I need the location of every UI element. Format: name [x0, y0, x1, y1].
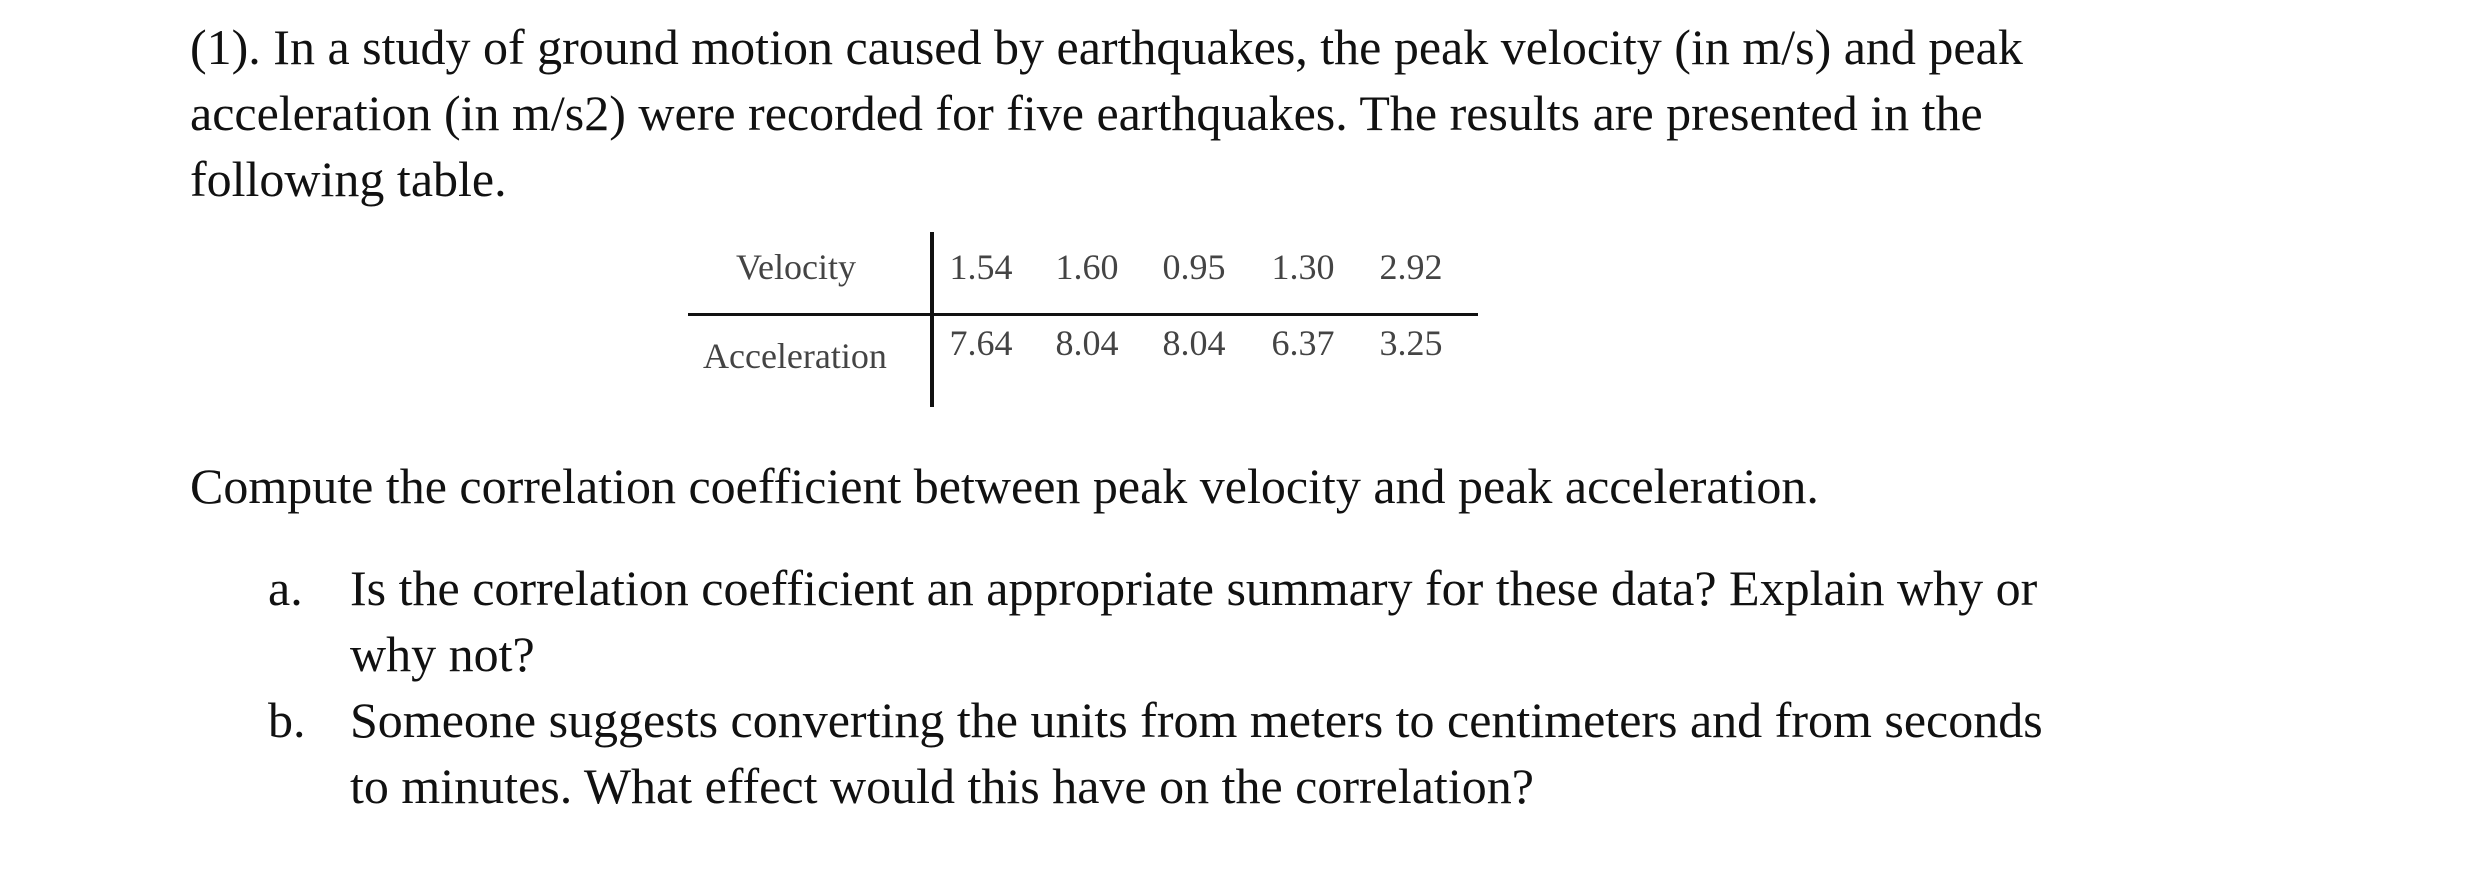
- table-cell: 1.30: [1271, 247, 1335, 287]
- row-label-acceleration: Acceleration: [703, 336, 887, 376]
- table-cell: 8.04: [1162, 323, 1226, 363]
- table-cell: 8.04: [1055, 323, 1119, 363]
- table-cell: 2.92: [1379, 247, 1443, 287]
- part-marker: a.: [268, 560, 303, 616]
- earthquake-data-table: Velocity 1.54 1.60 0.95 1.30 2.92 Accele…: [688, 232, 1478, 407]
- list-item: a. Is the correlation coefficient an app…: [268, 555, 2268, 687]
- part-line: why not?: [350, 626, 535, 682]
- table-cell: 3.25: [1379, 323, 1443, 363]
- intro-line: following table.: [190, 151, 507, 207]
- table-cell: 1.54: [949, 247, 1013, 287]
- intro-line: acceleration (in m/s2) were recorded for…: [190, 85, 1983, 141]
- table-cell: 7.64: [949, 323, 1013, 363]
- main-question: Compute the correlation coefficient betw…: [190, 458, 1819, 514]
- table-cell: 1.60: [1055, 247, 1119, 287]
- part-marker: b.: [268, 692, 306, 748]
- table-cell: 6.37: [1271, 323, 1335, 363]
- table-cell: 0.95: [1162, 247, 1226, 287]
- list-item: b. Someone suggests converting the units…: [268, 687, 2268, 819]
- row-label-velocity: Velocity: [736, 247, 856, 287]
- problem-intro: (1). In a study of ground motion caused …: [190, 14, 2190, 212]
- part-line: Is the correlation coefficient an approp…: [350, 560, 2038, 616]
- part-line: Someone suggests converting the units fr…: [350, 692, 2043, 748]
- part-line: to minutes. What effect would this have …: [350, 758, 1534, 814]
- table-horizontal-rule: [688, 313, 1478, 316]
- question-parts: a. Is the correlation coefficient an app…: [268, 555, 2268, 819]
- intro-line: (1). In a study of ground motion caused …: [190, 19, 2023, 75]
- table-vertical-rule: [930, 232, 934, 407]
